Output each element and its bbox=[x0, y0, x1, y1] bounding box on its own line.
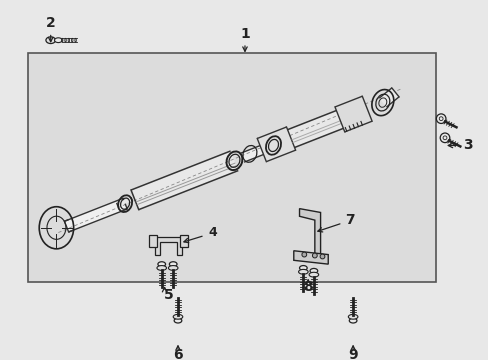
Text: 3: 3 bbox=[462, 139, 472, 153]
Ellipse shape bbox=[169, 262, 177, 266]
Polygon shape bbox=[378, 88, 398, 107]
Bar bbox=[180, 235, 187, 247]
Polygon shape bbox=[240, 141, 275, 162]
Bar bbox=[28, 53, 435, 282]
Polygon shape bbox=[64, 220, 73, 232]
Polygon shape bbox=[155, 237, 182, 255]
Ellipse shape bbox=[168, 266, 178, 270]
Text: 9: 9 bbox=[347, 348, 357, 360]
Ellipse shape bbox=[308, 272, 318, 277]
Polygon shape bbox=[334, 96, 371, 132]
Ellipse shape bbox=[55, 38, 62, 42]
Text: 8: 8 bbox=[303, 280, 312, 294]
Ellipse shape bbox=[348, 318, 356, 323]
Text: 4: 4 bbox=[207, 226, 216, 239]
Polygon shape bbox=[64, 198, 127, 232]
Circle shape bbox=[312, 253, 317, 258]
Ellipse shape bbox=[309, 269, 317, 273]
Polygon shape bbox=[299, 209, 320, 258]
Text: 6: 6 bbox=[173, 348, 183, 360]
Ellipse shape bbox=[157, 266, 166, 270]
Ellipse shape bbox=[347, 314, 357, 319]
Circle shape bbox=[301, 252, 306, 257]
Text: 1: 1 bbox=[240, 27, 249, 41]
Ellipse shape bbox=[299, 266, 306, 270]
Polygon shape bbox=[287, 103, 362, 148]
Polygon shape bbox=[293, 251, 327, 264]
Ellipse shape bbox=[158, 262, 165, 266]
Polygon shape bbox=[131, 151, 238, 210]
Ellipse shape bbox=[46, 37, 55, 44]
Circle shape bbox=[320, 254, 324, 259]
Bar bbox=[149, 235, 157, 247]
Polygon shape bbox=[257, 127, 295, 162]
Text: 2: 2 bbox=[46, 16, 56, 30]
Ellipse shape bbox=[298, 269, 307, 274]
Ellipse shape bbox=[173, 314, 183, 319]
Ellipse shape bbox=[174, 318, 182, 323]
Text: 7: 7 bbox=[345, 213, 354, 227]
Polygon shape bbox=[116, 197, 132, 206]
Text: 5: 5 bbox=[163, 288, 173, 302]
